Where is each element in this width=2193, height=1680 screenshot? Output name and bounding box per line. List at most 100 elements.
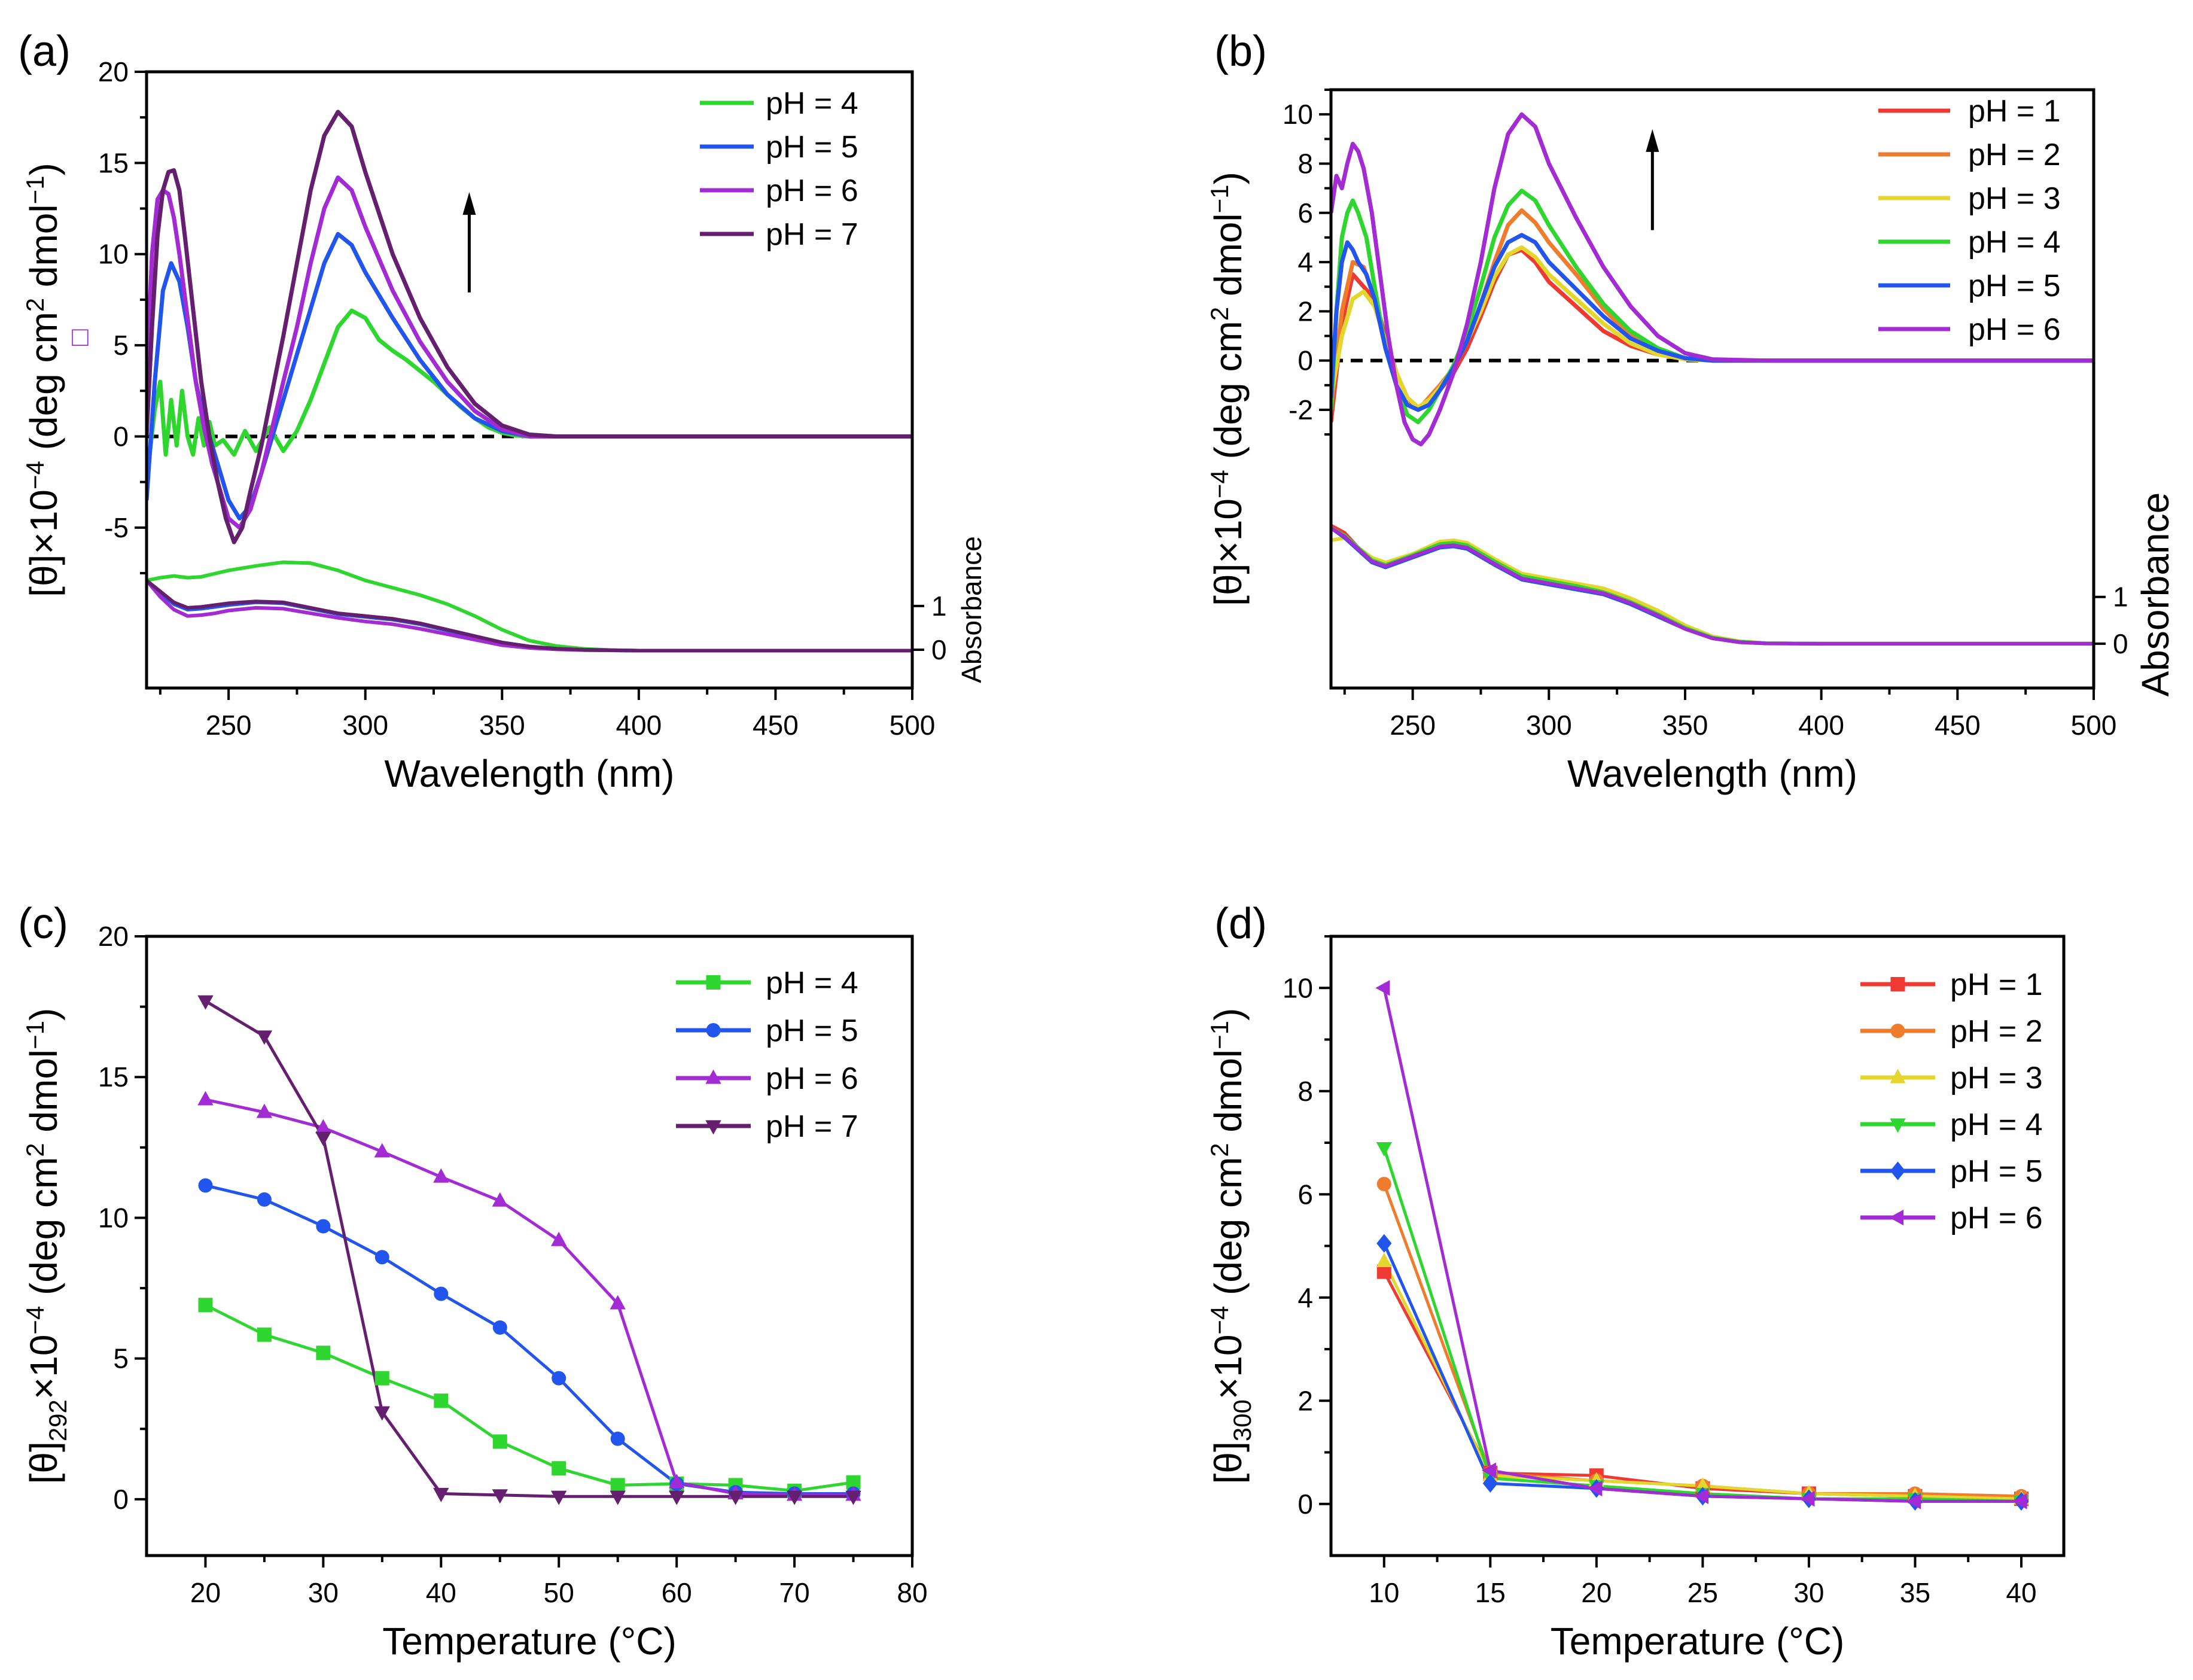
legend-marker: [1890, 1024, 1905, 1038]
data-point-ph6: [669, 1474, 685, 1489]
absorbance-curve-ph6: [1331, 526, 2094, 646]
data-point-ph6: [315, 1119, 331, 1134]
x-tick-label: 80: [897, 1577, 927, 1608]
x-tick-label: 500: [890, 710, 936, 741]
x-axis-label: Temperature (°C): [382, 1620, 677, 1663]
legend-label: pH = 5: [766, 1014, 858, 1048]
legend-label: pH = 4: [766, 86, 858, 121]
y-tick-label: 10: [98, 1202, 129, 1233]
y-tick-label: 5: [113, 1343, 129, 1374]
legend-marker: [1890, 1161, 1906, 1180]
data-point-ph4: [846, 1475, 861, 1490]
legend-label: pH = 4: [766, 966, 858, 1000]
data-point-ph7: [786, 1490, 803, 1505]
right-axis-label: Absorbance: [956, 536, 987, 683]
cd-curve-ph4: [147, 308, 912, 483]
y-tick-label: -5: [104, 512, 129, 543]
y-tick-label: 6: [1297, 197, 1313, 229]
data-point-ph4: [492, 1434, 507, 1449]
legend-entry: pH = 5: [700, 130, 858, 165]
y-axis-label-part: [θ]: [1207, 1441, 1250, 1484]
y-axis-label-part: −4: [21, 461, 49, 489]
data-point-ph5: [1376, 1234, 1392, 1253]
x-tick-label: 450: [1935, 710, 1981, 741]
data-point-ph4: [434, 1393, 449, 1408]
data-point-ph6: [374, 1143, 390, 1158]
panel-d: (d) 10 15 20 25 30 35 40 0 2 4 6 8 10 Temperature (°C)…: [1205, 900, 2066, 1663]
x-tick-label: 50: [544, 1577, 574, 1608]
data-point-ph3: [1376, 1253, 1392, 1267]
data-point-ph2: [1376, 1177, 1391, 1191]
x-tick-label: 20: [190, 1577, 221, 1608]
legend-entry: pH = 2: [1878, 138, 2061, 172]
legend-label: pH = 1: [1950, 967, 2043, 1002]
x-tick-label: 250: [206, 710, 252, 741]
x-tick-label: 25: [1688, 1577, 1718, 1608]
y-axis-label-part: dmol: [22, 204, 65, 298]
right-tick-label: 1: [931, 591, 947, 622]
legend-entry: pH = 5: [676, 1014, 858, 1048]
legend-label: pH = 6: [766, 1061, 858, 1096]
legend-label: pH = 1: [1968, 94, 2061, 129]
y-axis-label-part: 300: [1228, 1399, 1256, 1441]
x-tick-label: 30: [1793, 1577, 1824, 1608]
panel-label: (c): [18, 900, 68, 948]
y-tick-label: 0: [113, 1484, 129, 1515]
legend-label: pH = 5: [1950, 1154, 2043, 1189]
x-tick-label: 350: [479, 710, 525, 741]
y-tick-label: 10: [1283, 972, 1313, 1003]
x-tick-label: 300: [342, 710, 388, 741]
data-point-ph6: [1800, 1490, 1815, 1507]
legend-label: pH = 3: [1968, 181, 2061, 216]
legend-entry: pH = 6: [1860, 1201, 2043, 1235]
data-point-ph4: [552, 1461, 566, 1476]
data-point-ph4: [1376, 1142, 1392, 1156]
legend-label: pH = 6: [766, 174, 858, 208]
y-tick-label: 4: [1297, 246, 1313, 278]
series-line-ph3: [1382, 1261, 2022, 1501]
y-axis-label-part: −1: [21, 175, 49, 204]
legend-entry: pH = 4: [676, 966, 858, 1000]
data-point-ph4: [198, 1298, 213, 1313]
plot-frame: [145, 70, 914, 690]
y-axis-label-part: −4: [21, 1306, 49, 1335]
data-point-ph6: [1588, 1480, 1603, 1497]
legend-label: pH = 4: [1950, 1107, 2043, 1142]
legend: pH = 4 pH = 5 pH = 6 pH = 7: [700, 86, 858, 252]
y-axis-label-part: ): [1207, 172, 1250, 184]
panel-label: (b): [1214, 28, 1267, 75]
data-point-ph4: [257, 1327, 272, 1342]
y-axis-label-part: dmol: [1207, 213, 1250, 307]
series-line-ph4: [1382, 1147, 2022, 1503]
legend-entry: pH = 2: [1860, 1014, 2043, 1049]
data-point-ph7: [315, 1131, 331, 1146]
data-point-ph4: [374, 1371, 389, 1386]
plot-frame: [145, 935, 914, 1557]
legend-label: pH = 5: [766, 130, 858, 165]
y-axis-label-part: (deg cm: [1207, 1157, 1250, 1306]
y-tick-label: 2: [1297, 1385, 1313, 1416]
legend-marker: [705, 1120, 721, 1135]
y-tick-label: 0: [113, 421, 129, 452]
y-axis-label-part: [θ]: [22, 1441, 65, 1484]
right-tick-label: 0: [2113, 628, 2128, 659]
y-tick-label: 2: [1297, 296, 1313, 327]
plot-area: [147, 109, 912, 653]
legend-marker: [1890, 977, 1905, 991]
legend-label: pH = 6: [1968, 312, 2061, 347]
data-point-ph4: [610, 1478, 625, 1493]
x-tick-label: 70: [779, 1577, 809, 1608]
y-axis-label: [θ]300×10−4 (deg cm2 dmol−1): [1205, 1008, 1256, 1484]
trend-arrow-head: [462, 192, 476, 215]
y-tick-label: 10: [1283, 99, 1313, 130]
y-axis-label-part: −4: [1205, 470, 1233, 498]
y-axis-label-part: 2: [1205, 307, 1233, 321]
y-tick-label: 20: [98, 921, 129, 952]
legend: pH = 4 pH = 5 pH = 6 pH = 7: [676, 966, 858, 1144]
y-tick-label: 0: [1297, 1489, 1313, 1520]
y-axis-label: [θ]×10−4 (deg cm2 dmol−1): [1205, 172, 1250, 606]
data-point-ph5: [434, 1286, 449, 1301]
